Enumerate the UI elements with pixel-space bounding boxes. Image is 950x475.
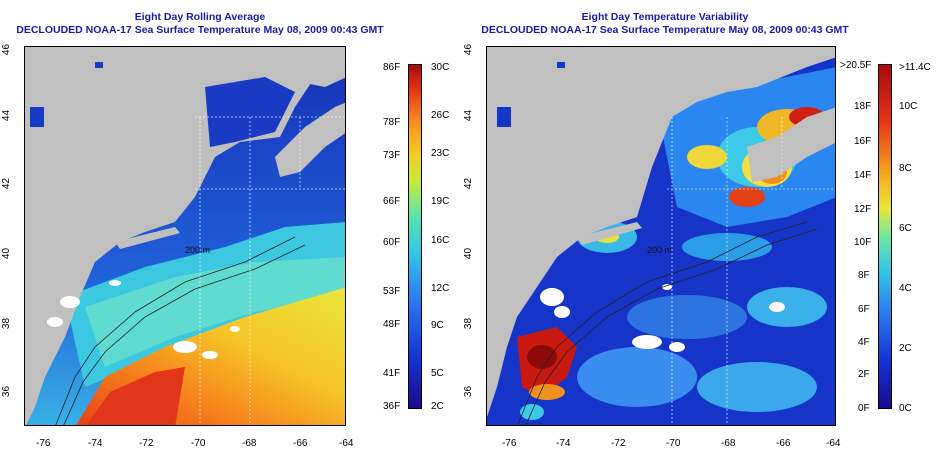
left-cb-c-label: 19C bbox=[431, 196, 450, 207]
left-cb-f-label: 86F bbox=[383, 62, 401, 73]
left-y-tick: 44 bbox=[1, 109, 13, 122]
right-x-tick: -70 bbox=[666, 438, 681, 449]
right-contour-label: 200 m bbox=[647, 245, 673, 255]
right-map-svg bbox=[487, 47, 835, 425]
right-y-tick: 46 bbox=[463, 43, 475, 56]
right-cb-f-label: 8F bbox=[858, 270, 870, 281]
right-y-tick: 40 bbox=[463, 247, 475, 260]
left-cb-c-label: 9C bbox=[431, 320, 444, 331]
left-cb-f-label: 36F bbox=[383, 401, 401, 412]
right-title-line1: Eight Day Temperature Variability bbox=[581, 11, 749, 23]
right-cb-f-label: 14F bbox=[854, 170, 872, 181]
right-x-tick: -74 bbox=[556, 438, 571, 449]
right-variability-map: 200 m bbox=[486, 46, 836, 426]
right-x-tick: -64 bbox=[826, 438, 841, 449]
left-x-tick: -74 bbox=[88, 438, 103, 449]
left-cb-f-label: 66F bbox=[383, 196, 401, 207]
left-cb-c-label: 5C bbox=[431, 368, 444, 379]
left-y-tick: 40 bbox=[1, 247, 13, 260]
right-cb-f-label: 6F bbox=[858, 304, 870, 315]
left-title-line2: DECLOUDED NOAA-17 Sea Surface Temperatur… bbox=[16, 24, 384, 36]
left-cb-f-label: 53F bbox=[383, 286, 401, 297]
left-y-tick: 38 bbox=[1, 317, 13, 330]
left-colorbar bbox=[408, 64, 422, 409]
right-cb-c-label: 10C bbox=[899, 101, 918, 112]
left-x-tick: -66 bbox=[293, 438, 308, 449]
left-cb-f-label: 41F bbox=[383, 368, 401, 379]
left-x-tick: -72 bbox=[139, 438, 154, 449]
left-y-tick: 46 bbox=[1, 43, 13, 56]
left-cb-c-label: 23C bbox=[431, 148, 450, 159]
right-colorbar bbox=[878, 64, 892, 409]
right-cb-f-label: 2F bbox=[858, 369, 870, 380]
left-cb-c-label: 30C bbox=[431, 62, 450, 73]
right-x-tick: -66 bbox=[776, 438, 791, 449]
right-cb-c-label: 0C bbox=[899, 403, 912, 414]
right-cb-f-label: 18F bbox=[854, 101, 872, 112]
left-cb-f-label: 48F bbox=[383, 319, 401, 330]
right-cb-c-label: 4C bbox=[899, 283, 912, 294]
right-cb-f-label: 12F bbox=[854, 204, 872, 215]
right-x-tick: -76 bbox=[502, 438, 517, 449]
right-title-line2: DECLOUDED NOAA-17 Sea Surface Temperatur… bbox=[481, 24, 849, 36]
right-cb-c-label: 2C bbox=[899, 343, 912, 354]
right-cb-c-label: 8C bbox=[899, 163, 912, 174]
left-y-tick: 42 bbox=[1, 177, 13, 190]
left-x-tick: -68 bbox=[242, 438, 257, 449]
left-x-tick: -64 bbox=[339, 438, 354, 449]
right-cb-f-label: 4F bbox=[858, 337, 870, 348]
left-cb-c-label: 12C bbox=[431, 283, 450, 294]
right-y-tick: 38 bbox=[463, 317, 475, 330]
right-y-tick: 36 bbox=[463, 385, 475, 398]
left-x-tick: -70 bbox=[191, 438, 206, 449]
left-title-line1: Eight Day Rolling Average bbox=[134, 11, 266, 23]
right-cb-f-label: 16F bbox=[854, 136, 872, 147]
right-x-tick: -72 bbox=[611, 438, 626, 449]
right-y-tick: 44 bbox=[463, 109, 475, 122]
right-cb-f-label: 10F bbox=[854, 237, 872, 248]
right-y-tick: 42 bbox=[463, 177, 475, 190]
left-map-svg bbox=[25, 47, 345, 425]
left-sst-map: 200 m bbox=[24, 46, 346, 426]
right-cb-c-label: >11.4C bbox=[899, 62, 931, 73]
right-x-tick: -68 bbox=[721, 438, 736, 449]
left-cb-c-label: 26C bbox=[431, 110, 450, 121]
left-cb-f-label: 73F bbox=[383, 150, 401, 161]
left-cb-f-label: 78F bbox=[383, 117, 401, 128]
right-cb-f-label: 0F bbox=[858, 403, 870, 414]
left-x-tick: -76 bbox=[36, 438, 51, 449]
left-y-tick: 36 bbox=[1, 385, 13, 398]
left-cb-c-label: 16C bbox=[431, 235, 450, 246]
right-cb-f-label: >20.5F bbox=[840, 60, 872, 71]
left-contour-label: 200 m bbox=[185, 245, 211, 255]
left-cb-c-label: 2C bbox=[431, 401, 444, 412]
right-cb-c-label: 6C bbox=[899, 223, 912, 234]
left-cb-f-label: 60F bbox=[383, 237, 401, 248]
